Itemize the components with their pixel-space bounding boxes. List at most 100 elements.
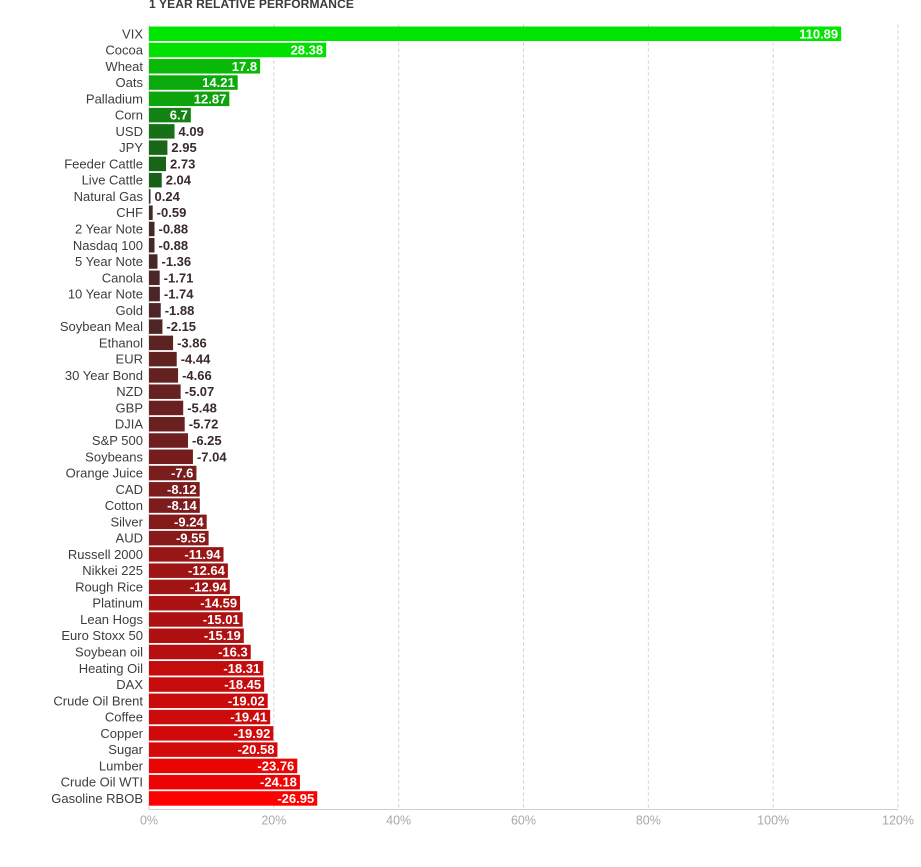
bar xyxy=(149,612,243,627)
category-label: 10 Year Note xyxy=(68,287,143,302)
bars xyxy=(149,26,842,806)
category-label: JPY xyxy=(119,140,143,155)
value-label: -18.31 xyxy=(223,661,260,676)
value-label: -1.74 xyxy=(164,287,194,302)
value-label: -24.18 xyxy=(260,775,297,790)
category-label: Oats xyxy=(116,75,144,90)
value-label: 17.8 xyxy=(232,59,257,74)
category-label: Lumber xyxy=(99,758,144,773)
bar xyxy=(149,59,261,74)
category-label: 2 Year Note xyxy=(75,221,143,236)
bar xyxy=(149,498,200,513)
value-label: -0.88 xyxy=(158,238,188,253)
x-tick-label: 40% xyxy=(386,813,411,827)
value-label: -19.92 xyxy=(233,726,270,741)
bar xyxy=(149,661,264,676)
bar xyxy=(149,433,189,448)
bar xyxy=(149,91,230,107)
value-label: -5.72 xyxy=(189,417,219,432)
category-label: Orange Juice xyxy=(66,466,143,481)
category-label: Heating Oil xyxy=(79,661,143,676)
category-label: Nikkei 225 xyxy=(82,563,143,578)
x-tick-label: 80% xyxy=(636,813,661,827)
category-label: GBP xyxy=(116,400,143,415)
category-label: USD xyxy=(116,124,143,139)
value-label: 2.04 xyxy=(166,173,192,188)
category-label: NZD xyxy=(116,384,143,399)
value-label: -15.19 xyxy=(204,628,241,643)
value-label: 12.87 xyxy=(194,91,227,106)
value-label: -4.44 xyxy=(181,352,211,367)
category-label: 5 Year Note xyxy=(75,254,143,269)
value-label: -7.6 xyxy=(171,466,193,481)
bar xyxy=(149,693,268,709)
bar xyxy=(149,482,200,497)
value-label: -20.58 xyxy=(238,742,275,757)
category-label: Crude Oil WTI xyxy=(61,775,143,790)
bar xyxy=(149,530,209,546)
value-label: -4.66 xyxy=(182,368,212,383)
value-label: -5.48 xyxy=(187,400,217,415)
value-label: -11.94 xyxy=(184,547,221,562)
bar xyxy=(149,75,238,90)
category-label: Ethanol xyxy=(99,335,143,350)
category-label: DAX xyxy=(116,677,143,692)
category-label: Feeder Cattle xyxy=(64,156,143,171)
category-label: DJIA xyxy=(115,417,144,432)
category-label: EUR xyxy=(116,352,143,367)
value-label: -0.88 xyxy=(158,221,188,236)
bar xyxy=(149,270,160,286)
value-label: -8.12 xyxy=(167,482,197,497)
bar xyxy=(149,449,193,465)
value-label: 0.24 xyxy=(155,189,181,204)
category-label: CHF xyxy=(116,205,143,220)
category-label: Soybeans xyxy=(85,449,143,464)
value-label: -18.45 xyxy=(224,677,261,692)
bar xyxy=(149,124,175,139)
category-label: CAD xyxy=(116,482,143,497)
value-label: 14.21 xyxy=(202,75,235,90)
bar xyxy=(149,595,241,611)
bar xyxy=(149,254,158,269)
category-label: 30 Year Bond xyxy=(65,368,143,383)
bar xyxy=(149,107,191,123)
bar xyxy=(149,628,244,643)
category-label: VIX xyxy=(122,26,143,41)
value-label: -6.25 xyxy=(192,433,222,448)
category-label: Canola xyxy=(102,270,144,285)
value-label: -19.41 xyxy=(230,710,267,725)
bar xyxy=(149,400,184,416)
value-label: -9.24 xyxy=(174,514,204,529)
category-label: Palladium xyxy=(86,91,143,106)
category-label: Nasdaq 100 xyxy=(73,238,143,253)
value-label: 28.38 xyxy=(291,43,324,58)
bar xyxy=(149,172,162,188)
category-label: Gold xyxy=(116,303,143,318)
value-label: 2.95 xyxy=(171,140,196,155)
bar xyxy=(149,579,230,595)
bar xyxy=(149,644,251,660)
category-label: Rough Rice xyxy=(75,579,143,594)
bar xyxy=(149,384,181,399)
x-tick-label: 60% xyxy=(511,813,536,827)
category-label: Live Cattle xyxy=(82,173,143,188)
value-label: 4.09 xyxy=(179,124,204,139)
value-label: -12.64 xyxy=(188,563,226,578)
bar xyxy=(149,238,155,253)
x-tick-label: 20% xyxy=(261,813,286,827)
category-label: Cotton xyxy=(105,498,143,513)
value-label: -16.3 xyxy=(218,645,248,660)
bar xyxy=(149,303,161,318)
value-label: -15.01 xyxy=(203,612,240,627)
bar xyxy=(149,26,842,41)
bar xyxy=(149,156,167,172)
category-label: Euro Stoxx 50 xyxy=(61,628,143,643)
bar xyxy=(149,791,318,806)
category-label: Natural Gas xyxy=(74,189,144,204)
bar xyxy=(149,758,298,774)
value-label: 110.89 xyxy=(799,26,838,41)
category-label: Sugar xyxy=(108,742,143,757)
